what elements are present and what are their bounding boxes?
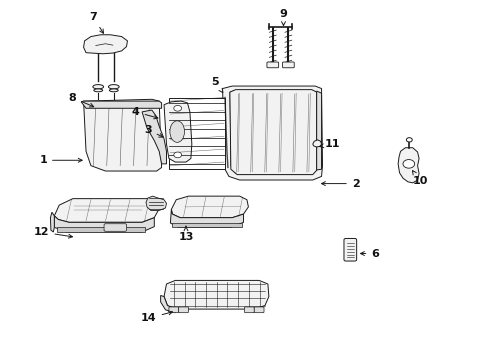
Circle shape [402, 159, 414, 168]
Polygon shape [229, 90, 315, 175]
Polygon shape [229, 90, 316, 175]
Polygon shape [83, 35, 127, 54]
Text: 11: 11 [319, 139, 340, 149]
Text: 14: 14 [141, 311, 172, 323]
Text: 4: 4 [132, 107, 158, 119]
Ellipse shape [94, 89, 102, 92]
Polygon shape [146, 196, 166, 211]
Polygon shape [170, 210, 243, 227]
Polygon shape [163, 280, 268, 309]
Text: 12: 12 [34, 227, 72, 238]
Text: 7: 7 [89, 12, 103, 33]
Polygon shape [142, 110, 166, 164]
Polygon shape [171, 196, 248, 218]
Circle shape [406, 138, 411, 142]
Polygon shape [316, 91, 321, 170]
Text: 2: 2 [321, 179, 359, 189]
Ellipse shape [93, 85, 103, 89]
Ellipse shape [169, 121, 184, 142]
Polygon shape [83, 99, 161, 171]
FancyBboxPatch shape [178, 307, 188, 313]
Polygon shape [172, 223, 242, 227]
Polygon shape [50, 212, 54, 232]
FancyBboxPatch shape [244, 307, 254, 313]
FancyBboxPatch shape [266, 62, 278, 68]
Polygon shape [312, 140, 321, 147]
Ellipse shape [109, 89, 118, 92]
Polygon shape [54, 216, 154, 232]
FancyBboxPatch shape [104, 224, 126, 231]
Text: 6: 6 [360, 248, 378, 258]
Text: 13: 13 [178, 226, 193, 242]
Polygon shape [222, 86, 322, 180]
FancyBboxPatch shape [168, 307, 178, 313]
Polygon shape [160, 296, 176, 313]
Circle shape [173, 105, 181, 111]
Text: 1: 1 [39, 155, 82, 165]
Text: 10: 10 [411, 171, 427, 186]
Circle shape [173, 152, 181, 158]
Text: 3: 3 [144, 125, 163, 137]
Text: 8: 8 [68, 93, 94, 107]
Text: 5: 5 [211, 77, 223, 93]
FancyBboxPatch shape [343, 238, 356, 261]
Polygon shape [54, 199, 159, 222]
Polygon shape [168, 98, 224, 169]
FancyBboxPatch shape [282, 62, 294, 68]
FancyBboxPatch shape [254, 307, 264, 313]
Polygon shape [81, 101, 161, 108]
Ellipse shape [108, 85, 119, 89]
Polygon shape [397, 148, 418, 183]
Polygon shape [163, 101, 191, 162]
Polygon shape [57, 227, 144, 231]
Text: 9: 9 [279, 9, 287, 26]
